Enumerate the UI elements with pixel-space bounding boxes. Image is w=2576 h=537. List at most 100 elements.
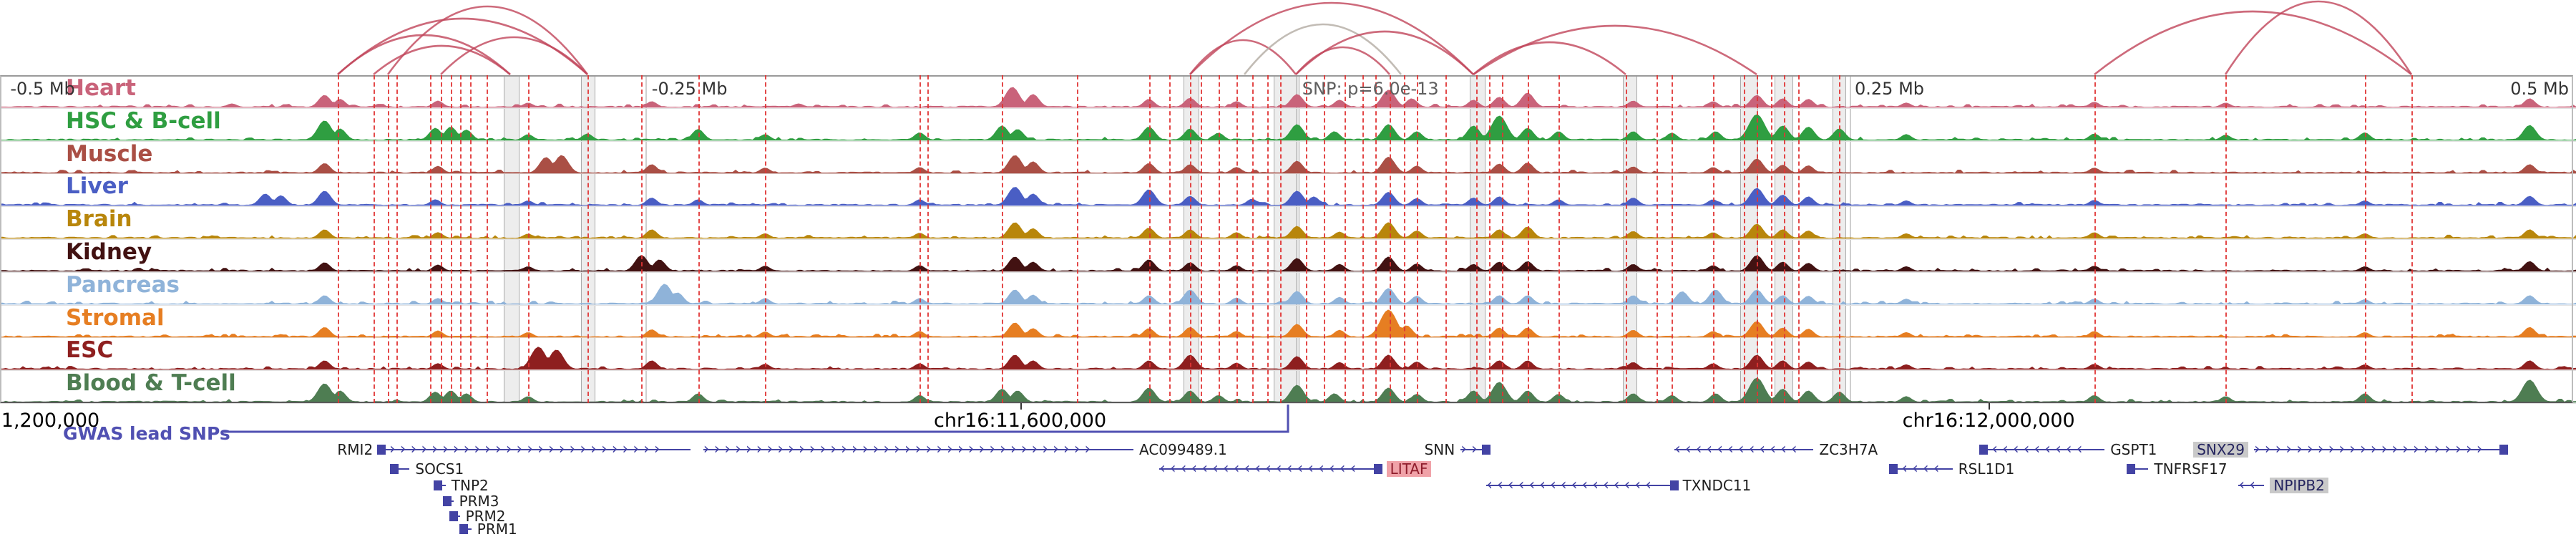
track-signal [0,309,2576,337]
snp-marker-line [2094,75,2096,403]
snp-marker-line [1267,75,1269,403]
track-hsc-b-cell[interactable]: HSC & B-cell [0,108,2576,142]
track-brain[interactable]: Brain [0,206,2576,240]
snp-marker-line [1190,75,1192,403]
strand-left-chevrons-icon: ‹‹‹‹‹‹‹‹‹‹‹‹ [1674,442,1802,457]
interaction-arc[interactable] [1189,39,1297,75]
track-signal [0,87,2576,108]
track-stromal[interactable]: Stromal [0,305,2576,339]
snp-marker-line [1200,75,1202,403]
gene-label-rmi2: RMI2 [337,441,374,458]
snp-marker-line [1362,75,1365,403]
gene-litaf[interactable]: ‹‹‹‹‹‹‹‹‹‹‹‹‹‹‹‹‹‹‹ LITAF [1159,461,1432,477]
exon-block [1481,445,1491,455]
exon-block [1669,480,1679,490]
snp-marker-line [487,75,489,403]
snp-marker-line [337,75,339,403]
gene-rsl1d1[interactable]: ‹‹‹‹‹ RSL1D1 [1889,461,2014,477]
exon-block [449,511,458,521]
track-label-heart: Heart [66,75,136,101]
track-kidney[interactable]: Kidney [0,239,2576,273]
snp-marker-line [1501,75,1503,403]
gene-body-line [379,449,691,450]
plot-frame [0,75,2573,403]
track-esc[interactable]: ESC [0,337,2576,372]
gwas-pointer-line [222,405,1289,433]
snp-marker-line [1797,75,1800,403]
interaction-arc[interactable] [2224,0,2413,75]
gene-label-socs1: SOCS1 [415,460,464,478]
interaction-arcs-canvas[interactable] [0,0,2576,76]
gene-body-line [391,468,410,470]
strand-right-chevrons-icon: ›››››››››››››››››››››› [2254,442,2487,457]
snp-marker-line [1306,75,1308,403]
gene-snx29[interactable]: ›››››››››››››››››››››› SNX29 [2193,442,2508,458]
snp-marker-line [1625,75,1627,403]
snp-marker-line [919,75,922,403]
track-label-muscle: Muscle [66,140,153,167]
track-label-kidney: Kidney [66,239,152,265]
gene-snn[interactable]: ›› SNN [1425,442,1491,458]
gene-body-line [1460,449,1489,450]
snp-marker-line [470,75,472,403]
track-pancreas[interactable]: Pancreas [0,272,2576,306]
gene-tnp2[interactable]: ‹TNP2 [434,478,489,493]
strand-right-chevrons-icon: ›› [1460,442,1482,457]
gene-label-snn: SNN [1424,441,1455,458]
snp-marker-line [1839,75,1841,403]
gene-body-line [1159,468,1381,470]
coordinate-label: 1,200,000 [1,410,100,432]
interaction-arc[interactable] [1243,23,1402,75]
interaction-arc[interactable] [1295,30,1474,75]
gene-socs1[interactable]: ‹SOCS1 [390,461,464,477]
snp-marker-line [1771,75,1772,403]
snp-marker-line [1475,75,1478,403]
snp-marker-line [1672,75,1674,403]
track-muscle[interactable]: Muscle [0,141,2576,175]
track-heart[interactable]: Heart [0,75,2576,109]
track-signal [0,222,2576,239]
gene-label-zc3h7a: ZC3H7A [1819,441,1878,458]
interaction-arc[interactable] [1189,1,1474,75]
interaction-arc[interactable] [373,44,511,75]
snp-marker-line [1757,75,1759,403]
strand-left-chevrons-icon: ‹‹‹‹‹‹‹‹‹‹‹‹‹‹‹‹ [1486,478,1656,493]
exon-block [443,496,452,506]
snp-marker-line [1417,75,1418,403]
snp-marker-line [374,75,375,403]
snp-marker-line [641,75,643,403]
gene-prm2[interactable]: ‹PRM2 [449,508,506,524]
interaction-arc[interactable] [2094,10,2412,76]
gene-body-line [703,449,1133,450]
interaction-arc[interactable] [1473,41,1626,75]
snp-marker-line [1375,75,1377,403]
snp-marker-line [1236,75,1238,403]
strand-left-chevrons-icon: ‹‹‹‹‹‹‹‹‹‹‹‹‹‹‹‹‹‹‹ [1159,462,1361,476]
snp-marker-line [1324,75,1326,403]
gene-prm1[interactable]: ‹PRM1 [459,521,517,537]
gene-label-prm1: PRM1 [477,521,517,537]
track-liver[interactable]: Liver [0,173,2576,208]
gene-txndc11[interactable]: ‹‹‹‹‹‹‹‹‹‹‹‹‹‹‹‹ TXNDC11 [1486,478,1751,493]
gene-tnfrsf17[interactable]: ‹TNFRSF17 [2126,461,2228,477]
exon-block [1373,464,1382,474]
gene-rmi2[interactable]: ››››››››››››››››››››››››››› RMI2 [337,442,691,458]
gene-zc3h7a[interactable]: ‹‹‹‹‹‹‹‹‹‹‹‹ ZC3H7A [1674,442,1878,458]
gene-label-txndc11: TXNDC11 [1682,477,1752,494]
interaction-arc[interactable] [440,36,588,75]
snp-marker-line [1656,75,1658,403]
coordinate-label: chr16:11,600,000 [934,410,1107,432]
gwas-lead-snps-track[interactable]: GWAS lead SNPs [0,403,2576,448]
snp-marker-line [1218,75,1220,403]
gene-npipb2[interactable]: ‹‹ NPIPB2 [2238,478,2328,493]
snp-marker-line [587,75,589,403]
gene-gspt1[interactable]: ‹‹‹‹‹‹‹‹‹‹ GSPT1 [1979,442,2157,458]
exon-block [434,480,443,490]
gene-label-tnp2: TNP2 [451,477,489,494]
interaction-arc[interactable] [1473,24,1757,76]
snp-marker-line [1713,75,1714,403]
gene-prm3[interactable]: ‹PRM3 [443,493,499,509]
interaction-arc[interactable] [386,5,589,75]
snp-marker-line [1076,75,1078,403]
gene-ac099489-1[interactable]: ››››››››››››››››››››››››››››››››››››› AC0… [703,442,1227,458]
